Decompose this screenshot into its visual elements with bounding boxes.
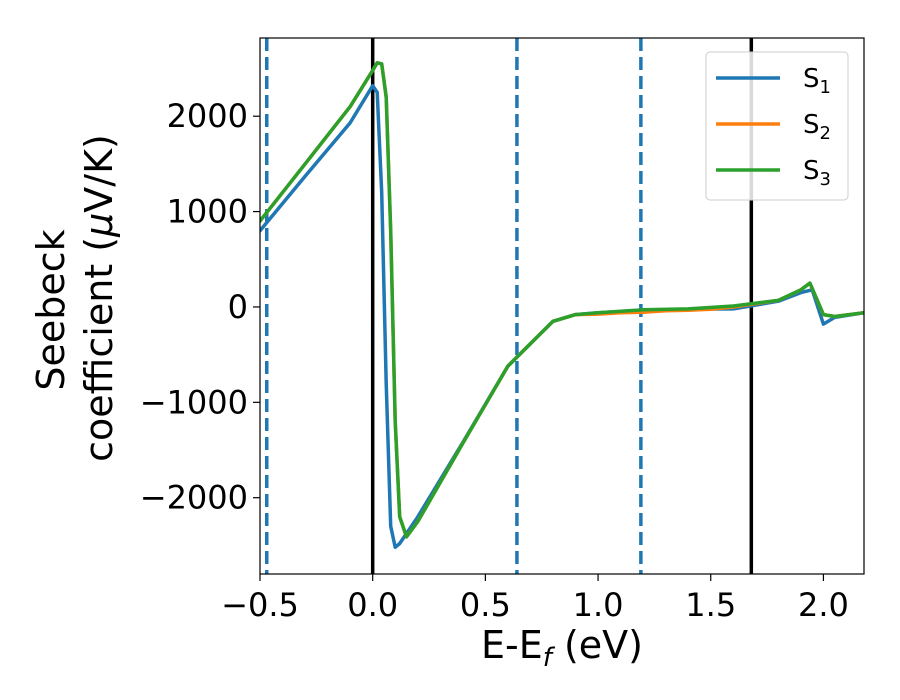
x-tick-label: 1.0	[573, 586, 624, 624]
x-tick-label: 1.5	[685, 586, 736, 624]
legend-label-s2: S2	[803, 110, 831, 144]
x-tick-label: 2.0	[798, 586, 849, 624]
y-tick-label: −1000	[140, 383, 248, 421]
y-tick-label: 2000	[167, 97, 248, 135]
series-lines	[260, 61, 864, 550]
y-tick-label: 1000	[167, 193, 248, 231]
x-axis-ticks: −0.5 0.0 0.5 1.0 1.5 2.0	[221, 574, 849, 624]
x-tick-label: −0.5	[221, 586, 299, 624]
y-tick-label: 0	[228, 288, 248, 326]
y-axis-label-line1: Seebeck	[29, 229, 73, 390]
series-line-s3	[260, 61, 864, 539]
x-tick-label: 0.5	[460, 586, 511, 624]
legend-label-s3: S3	[803, 156, 831, 190]
y-axis-label-line2: coefficient (μV/K)	[77, 134, 121, 462]
y-axis-ticks: −2000 −1000 0 1000 2000	[140, 97, 260, 517]
x-tick-label: 0.0	[347, 586, 398, 624]
legend-box	[705, 51, 849, 201]
y-axis-label: Seebeck coefficient (μV/K)	[29, 134, 121, 462]
legend: S1 S2 S3	[705, 51, 849, 201]
x-axis-label: E-Ef (eV)	[481, 623, 643, 673]
y-tick-label: −2000	[140, 479, 248, 517]
plot-frame	[259, 37, 865, 575]
legend-label-s1: S1	[803, 64, 831, 98]
